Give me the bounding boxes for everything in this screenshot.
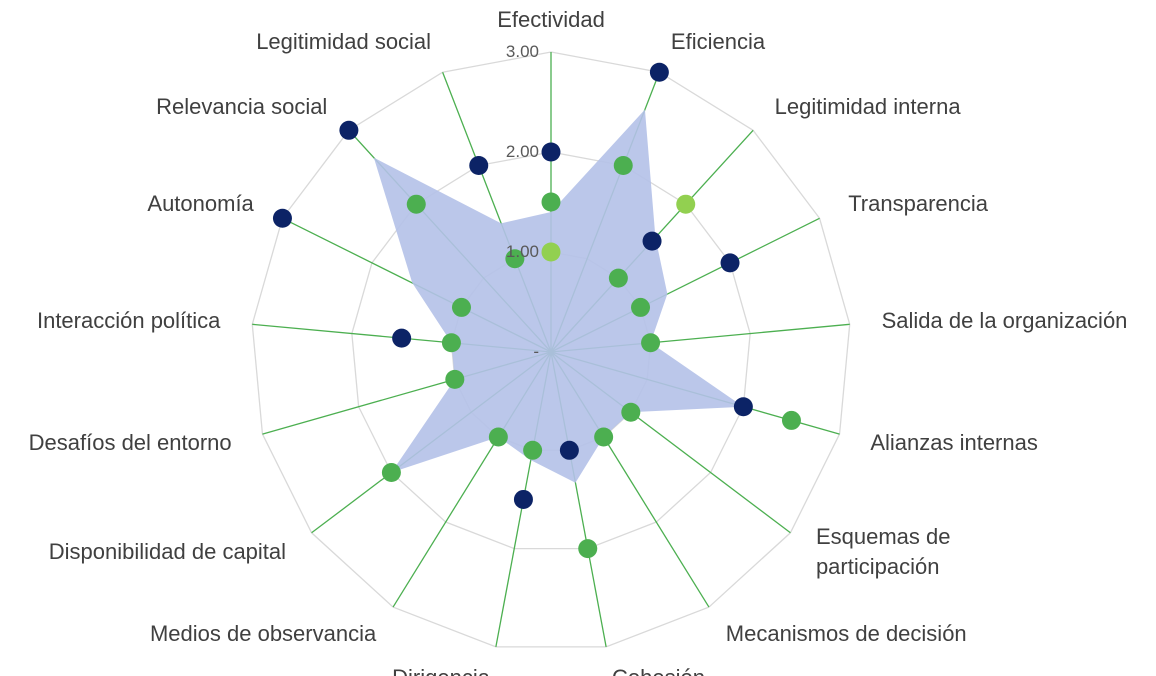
marker bbox=[381, 463, 401, 483]
axis-label: Legitimidad interna bbox=[774, 93, 961, 119]
axis-label: Efectividad bbox=[497, 7, 605, 32]
tick-label: 1.00 bbox=[505, 242, 539, 261]
tick-label: - bbox=[533, 342, 539, 361]
marker bbox=[523, 440, 543, 460]
marker bbox=[649, 62, 669, 82]
marker bbox=[505, 249, 525, 269]
tick-label: 3.00 bbox=[505, 42, 539, 61]
marker bbox=[488, 427, 508, 447]
grid-ring bbox=[251, 51, 851, 648]
marker bbox=[733, 397, 753, 417]
marker bbox=[559, 440, 579, 460]
axis-label: Alianzas internas bbox=[870, 429, 1038, 455]
marker bbox=[641, 333, 661, 353]
marker bbox=[272, 208, 292, 228]
marker bbox=[578, 539, 598, 559]
axis-label: Legitimidad social bbox=[256, 29, 432, 55]
marker bbox=[392, 328, 412, 348]
marker bbox=[676, 194, 696, 214]
marker bbox=[613, 156, 633, 176]
axis-label: Mecanismos de decisión bbox=[725, 621, 967, 647]
marker bbox=[339, 120, 359, 140]
marker bbox=[541, 192, 561, 212]
axis-label: Cohesión bbox=[612, 663, 705, 676]
axis-label: Relevancia social bbox=[156, 93, 328, 119]
axis-label: Dirigencia bbox=[392, 663, 490, 676]
marker bbox=[631, 297, 651, 317]
axis-label: Salida de la organización bbox=[881, 308, 1128, 334]
marker bbox=[781, 410, 801, 430]
axis-label: Interacción política bbox=[36, 308, 221, 334]
grid-ring bbox=[351, 151, 751, 550]
axis-label: Desafíos del entorno bbox=[28, 429, 232, 455]
marker bbox=[642, 231, 662, 251]
marker bbox=[451, 297, 471, 317]
marker bbox=[445, 369, 465, 389]
axis-label: Esquemas de participación bbox=[815, 524, 951, 580]
axis-label: Autonomía bbox=[147, 191, 254, 216]
marker bbox=[720, 253, 740, 273]
marker bbox=[406, 194, 426, 214]
tick-label: 2.00 bbox=[505, 142, 539, 161]
marker bbox=[513, 489, 533, 509]
marker bbox=[441, 333, 461, 353]
axis-label: Transparencia bbox=[848, 191, 988, 216]
marker bbox=[469, 156, 489, 176]
axis-label: Disponibilidad de capital bbox=[48, 539, 287, 565]
marker bbox=[541, 142, 561, 162]
marker bbox=[621, 402, 641, 422]
marker bbox=[608, 268, 628, 288]
axis-label: Eficiencia bbox=[670, 29, 766, 55]
area bbox=[373, 109, 744, 483]
marker bbox=[594, 427, 614, 447]
axis-label: Medios de observancia bbox=[149, 621, 377, 647]
marker bbox=[541, 242, 561, 262]
